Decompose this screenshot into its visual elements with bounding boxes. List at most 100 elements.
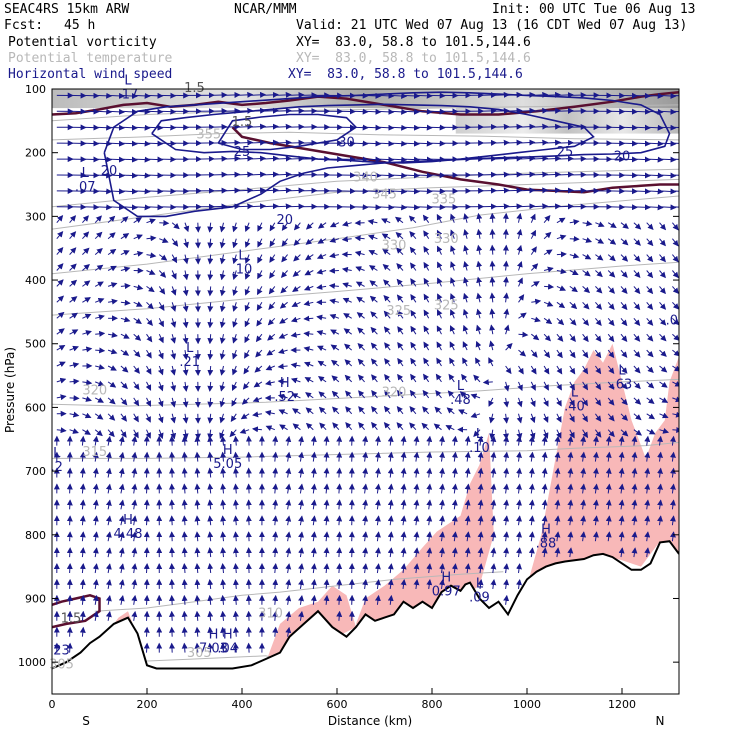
wind-vector <box>244 238 251 248</box>
wind-vector <box>646 317 654 326</box>
wind-vector <box>274 123 292 130</box>
wind-vector <box>290 316 301 323</box>
wind-vector <box>303 330 314 337</box>
wind-vector <box>377 188 395 195</box>
wind-vector <box>528 435 535 446</box>
wind-vector <box>374 451 381 462</box>
wind-vector <box>516 563 523 574</box>
wind-vector <box>79 483 86 494</box>
wind-vector <box>362 563 369 574</box>
wind-vector <box>367 218 378 225</box>
wind-vector <box>644 531 651 542</box>
wind-vector <box>118 483 125 494</box>
wind-vector <box>257 254 263 264</box>
wind-vector <box>272 483 279 494</box>
wind-vector <box>464 515 471 526</box>
wind-vector <box>310 467 317 478</box>
wind-vector <box>244 349 250 359</box>
wind-vector <box>436 357 442 367</box>
wind-vector <box>181 642 188 653</box>
wind-vector <box>489 292 496 303</box>
wind-vector <box>285 610 292 621</box>
wind-vector <box>592 467 599 478</box>
wind-vector <box>120 172 138 179</box>
wind-vector <box>118 499 125 510</box>
wind-vector <box>358 406 365 415</box>
wind-vector <box>543 349 551 359</box>
wind-vector <box>236 91 254 98</box>
wind-vector <box>170 397 177 408</box>
wind-vector <box>503 483 510 494</box>
wind-vector <box>344 343 353 351</box>
wind-vector <box>464 563 471 574</box>
wind-vector <box>544 187 562 194</box>
wind-vector <box>232 270 239 281</box>
wind-vector <box>291 393 301 399</box>
wind-vector <box>554 435 561 446</box>
field-2-xy: XY= 83.0, 58.8 to 101.5,144.6 <box>296 51 531 66</box>
wind-vector <box>410 341 417 351</box>
theta-contour-label: 340 <box>353 170 378 185</box>
wind-vector <box>254 365 263 373</box>
wind-vector <box>580 499 587 510</box>
wind-vector <box>255 349 263 358</box>
wind-vector <box>92 563 99 574</box>
wind-vector <box>181 435 188 446</box>
wind-vector <box>397 341 404 351</box>
field-2-name: Potential temperature <box>8 51 173 66</box>
wind-vector <box>118 451 125 462</box>
wind-vector <box>194 594 201 605</box>
wind-vector <box>387 435 394 446</box>
wind-vector <box>633 92 651 99</box>
wind-vector <box>66 499 73 510</box>
wind-vector <box>157 397 164 408</box>
wind-vector <box>69 296 78 303</box>
wind-vector <box>157 429 164 440</box>
wind-vector <box>644 435 651 446</box>
wind-vector <box>659 349 667 357</box>
wind-vector <box>56 427 67 434</box>
x-right-end-label: N <box>656 714 665 728</box>
wind-vector <box>171 238 179 247</box>
wind-vector <box>516 413 523 424</box>
wind-vector <box>257 222 263 232</box>
wind-vector <box>659 140 677 147</box>
wind-vector <box>477 499 484 510</box>
wind-vector <box>131 610 138 621</box>
wind-vector <box>261 107 279 114</box>
wind-vector <box>220 515 227 526</box>
wind-vector <box>323 563 330 574</box>
wind-vector <box>279 301 288 309</box>
wind-vector <box>244 318 251 328</box>
wind-vector <box>477 515 484 526</box>
wind-vector <box>105 435 112 446</box>
field-1-xy: XY= 83.0, 58.8 to 101.5,144.6 <box>296 35 531 50</box>
wind-vector <box>450 277 456 287</box>
wind-vector <box>490 435 497 446</box>
wind-vector <box>516 547 523 558</box>
wind-vector <box>245 515 252 526</box>
wind-vector <box>310 451 317 462</box>
wind-vector <box>303 315 314 322</box>
valid-label: Valid: 21 UTC Wed 07 Aug 13 (16 CDT Wed … <box>296 18 688 33</box>
wind-vector <box>502 260 509 271</box>
wind-vector <box>305 238 314 245</box>
wind-vector <box>120 140 138 147</box>
wind-vector <box>543 333 551 342</box>
x-tick-label: 1200 <box>608 698 636 711</box>
wind-vector <box>94 264 104 271</box>
wind-vector <box>516 212 523 223</box>
wind-vector <box>232 222 238 233</box>
wind-vector <box>383 310 391 319</box>
wind-vector <box>400 483 407 494</box>
wind-vector <box>554 483 561 494</box>
wind-vector <box>402 172 420 179</box>
wind-vector <box>633 349 641 358</box>
wind-vector <box>646 92 664 99</box>
wind-vector <box>82 379 93 386</box>
wind-vector <box>423 341 430 351</box>
wind-vector <box>92 547 99 558</box>
wind-vector <box>569 269 579 275</box>
wind-vector <box>310 579 317 589</box>
wind-vector <box>435 390 442 399</box>
